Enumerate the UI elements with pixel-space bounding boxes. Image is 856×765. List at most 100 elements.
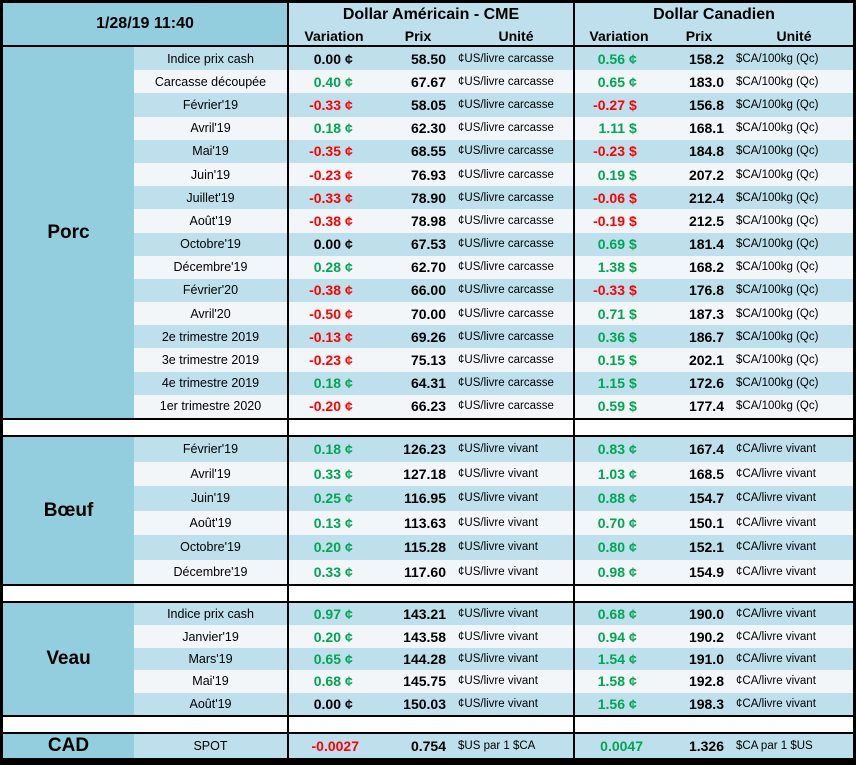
ca-variation-value: 0.68 bbox=[597, 606, 625, 623]
us-price-cell: 115.28 bbox=[403, 539, 446, 556]
ca-unit-cell: $CA/100kg (Qc) bbox=[736, 377, 819, 390]
us-variation-value: 0.18 bbox=[313, 441, 341, 458]
us-variation-value: -0.23 bbox=[309, 352, 341, 369]
ca-variation-symbol: $ bbox=[629, 236, 637, 253]
us-variation-symbol: ¢ bbox=[345, 465, 353, 482]
ca-variation-value: 0.56 bbox=[597, 50, 625, 67]
ca-price-cell: 177.4 bbox=[688, 398, 724, 415]
ca-variation-symbol: $ bbox=[629, 328, 637, 345]
us-variation-value: 0.28 bbox=[313, 259, 341, 276]
us-variation-cell: 0.00 ¢ bbox=[287, 232, 377, 256]
us-price-cell: 117.60 bbox=[403, 563, 446, 580]
us-variation-cell: 0.18 ¢ bbox=[287, 116, 377, 140]
us-variation-symbol: ¢ bbox=[345, 73, 353, 90]
us-variation-value: -0.13 bbox=[309, 328, 341, 345]
us-price-cell: 78.90 bbox=[410, 189, 446, 206]
ca-price-cell: 183.0 bbox=[688, 73, 724, 90]
us-variation-cell: 0.97 ¢ bbox=[287, 603, 377, 626]
ca-variation-value: 1.58 bbox=[597, 673, 625, 690]
us-variation-cell: -0.13 ¢ bbox=[287, 325, 377, 349]
usd-group-header: Dollar Américain - CME Variation Prix Un… bbox=[287, 3, 573, 45]
ca-price-cell: 168.5 bbox=[688, 465, 724, 482]
us-unit-cell: ¢US/livre carcasse bbox=[458, 75, 554, 88]
us-unit-cell: ¢US/livre carcasse bbox=[458, 191, 554, 204]
ca-unit-cell: $CA par 1 $US bbox=[736, 739, 813, 752]
ca-unit-cell: $CA/100kg (Qc) bbox=[736, 330, 819, 343]
table-row: 2e trimestre 2019 -0.13 ¢ 69.26 ¢US/livre ca… bbox=[134, 325, 853, 349]
us-price-cell: 70.00 bbox=[410, 305, 446, 322]
report-timestamp: 1/28/19 11:40 bbox=[3, 3, 287, 45]
table-row: Avril'19 0.18 ¢ 62.30 ¢US/livre carcasse 1.11… bbox=[134, 116, 853, 140]
section-porc: Porc Indice prix cash 0.00 ¢ 58.50 ¢US/livre … bbox=[3, 47, 853, 418]
us-price-cell: 113.63 bbox=[403, 514, 446, 531]
ca-price-cell: 167.4 bbox=[688, 441, 724, 458]
table-row: Août'19 -0.38 ¢ 78.98 ¢US/livre carcasse -0.1… bbox=[134, 209, 853, 233]
ca-variation-value: 0.83 bbox=[597, 441, 625, 458]
table-row: Mars'19 0.65 ¢ 144.28 ¢US/livre vivant 1.54 ¢ 1… bbox=[134, 647, 853, 671]
usd-col-variation: Variation bbox=[304, 27, 364, 44]
ca-variation-value: 0.69 bbox=[597, 236, 625, 253]
ca-unit-cell: ¢CA/livre vivant bbox=[736, 608, 816, 621]
ca-variation-cell: -0.19 $ bbox=[573, 209, 661, 233]
ca-variation-cell: 1.38 $ bbox=[573, 255, 661, 279]
section-cad: CAD SPOT -0.0027 0.754 $US par 1 $CA 0.0047 1.… bbox=[3, 733, 853, 758]
us-price-cell: 67.53 bbox=[410, 236, 446, 253]
ca-variation-cell: 0.83 ¢ bbox=[573, 437, 661, 462]
ca-variation-symbol: ¢ bbox=[629, 563, 637, 580]
us-variation-cell: 0.20 ¢ bbox=[287, 625, 377, 648]
us-variation-value: 0.20 bbox=[313, 539, 341, 556]
ca-variation-cell: 0.36 $ bbox=[573, 325, 661, 349]
us-price-cell: 145.75 bbox=[403, 673, 446, 690]
ca-variation-value: 0.0047 bbox=[600, 737, 643, 754]
row-label: Indice prix cash bbox=[167, 607, 254, 622]
ca-variation-symbol: $ bbox=[629, 143, 637, 160]
table-row: Février'19 -0.33 ¢ 58.05 ¢US/livre carcasse -… bbox=[134, 93, 853, 117]
ca-price-cell: 186.7 bbox=[688, 328, 724, 345]
ca-unit-cell: $CA/100kg (Qc) bbox=[736, 284, 819, 297]
section-label-porc: Porc bbox=[3, 47, 134, 418]
us-unit-cell: ¢US/livre carcasse bbox=[458, 354, 554, 367]
section-separator bbox=[3, 584, 853, 603]
us-price-cell: 66.00 bbox=[410, 282, 446, 299]
us-unit-cell: ¢US/livre vivant bbox=[458, 443, 538, 456]
ca-variation-cell: 1.11 $ bbox=[573, 116, 661, 140]
table-row: Avril'20 -0.50 ¢ 70.00 ¢US/livre carcasse 0.7… bbox=[134, 302, 853, 326]
ca-variation-cell: 0.65 ¢ bbox=[573, 70, 661, 94]
table-body: Porc Indice prix cash 0.00 ¢ 58.50 ¢US/livre … bbox=[3, 47, 853, 758]
row-label: Carcasse découpée bbox=[154, 74, 267, 89]
ca-price-cell: 207.2 bbox=[688, 166, 724, 183]
table-row: Mai'19 -0.35 ¢ 68.55 ¢US/livre carcasse -0.23… bbox=[134, 139, 853, 163]
table-row: SPOT -0.0027 0.754 $US par 1 $CA 0.0047 1.326… bbox=[134, 733, 853, 758]
ca-unit-cell: $CA/100kg (Qc) bbox=[736, 214, 819, 227]
ca-variation-cell: -0.06 $ bbox=[573, 186, 661, 210]
us-variation-value: -0.50 bbox=[309, 305, 341, 322]
us-variation-value: 0.13 bbox=[313, 514, 341, 531]
ca-variation-value: -0.06 bbox=[593, 189, 625, 206]
table-row: Décembre'19 0.33 ¢ 117.60 ¢US/livre vivant 0.… bbox=[134, 559, 853, 584]
us-price-cell: 127.18 bbox=[403, 465, 446, 482]
separator-cell bbox=[287, 716, 573, 732]
us-unit-cell: ¢US/livre carcasse bbox=[458, 284, 554, 297]
us-price-cell: 78.98 bbox=[410, 212, 446, 229]
us-unit-cell: ¢US/livre carcasse bbox=[458, 261, 554, 274]
us-variation-symbol: ¢ bbox=[345, 375, 353, 392]
row-label: Octobre'19 bbox=[180, 237, 241, 252]
usd-subheader: Variation Prix Unité bbox=[289, 26, 573, 45]
separator-cell bbox=[573, 586, 853, 601]
ca-unit-cell: ¢CA/livre vivant bbox=[736, 697, 816, 710]
cad-group-title: Dollar Canadien bbox=[653, 5, 775, 23]
ca-unit-cell: $CA/100kg (Qc) bbox=[736, 145, 819, 158]
ca-price-cell: 168.2 bbox=[688, 259, 724, 276]
ca-variation-value: 0.36 bbox=[597, 328, 625, 345]
ca-unit-cell: $CA/100kg (Qc) bbox=[736, 261, 819, 274]
us-unit-cell: ¢US/livre carcasse bbox=[458, 168, 554, 181]
row-label: Indice prix cash bbox=[167, 51, 254, 66]
ca-unit-cell: ¢CA/livre vivant bbox=[736, 541, 816, 554]
ca-variation-symbol: ¢ bbox=[629, 695, 637, 712]
ca-variation-cell: 1.56 ¢ bbox=[573, 692, 661, 715]
us-variation-value: 0.00 bbox=[313, 695, 341, 712]
ca-price-cell: 176.8 bbox=[688, 282, 724, 299]
us-unit-cell: ¢US/livre vivant bbox=[458, 467, 538, 480]
us-price-cell: 143.21 bbox=[403, 606, 446, 623]
ca-variation-cell: -0.23 $ bbox=[573, 139, 661, 163]
